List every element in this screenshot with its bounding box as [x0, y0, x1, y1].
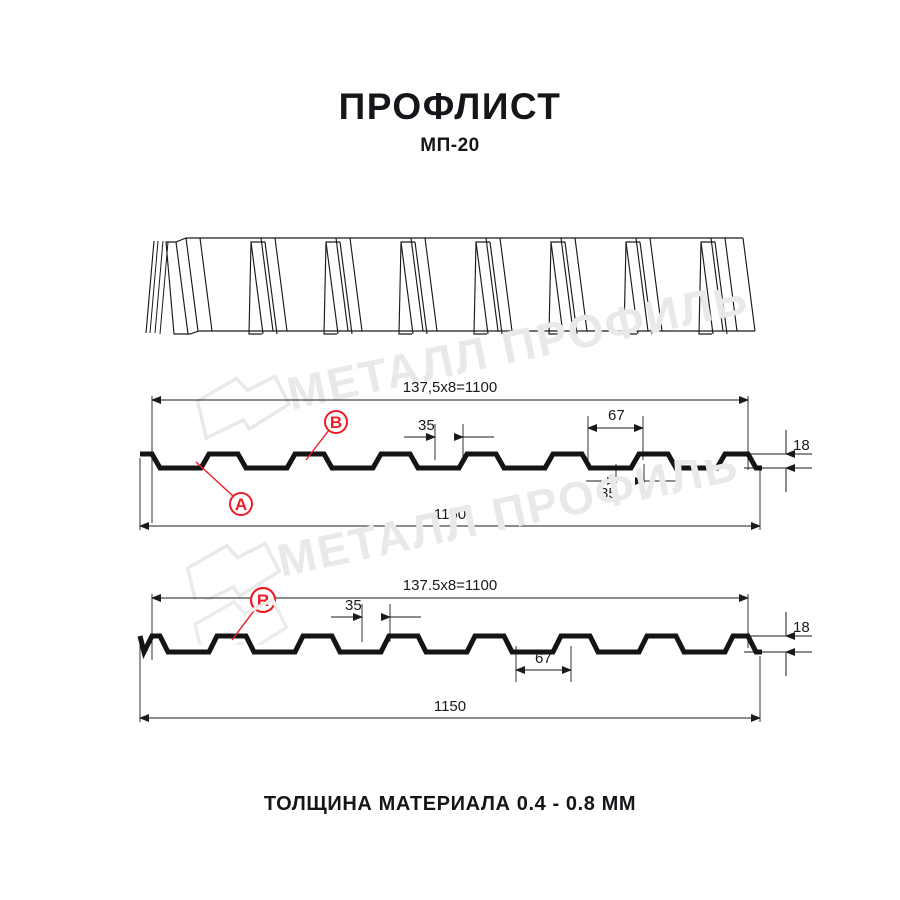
- callout-label-r: R: [257, 591, 269, 610]
- dim-height-top: 18: [793, 437, 810, 454]
- dim-rib-top-top: 35: [418, 417, 435, 434]
- callout-b: B: [305, 410, 348, 461]
- section-bottom: 137.5x8=1100 1150 18 35 67 R: [137, 577, 812, 722]
- callout-label-a: A: [235, 495, 247, 514]
- dim-rib-bottom-top: 35: [600, 485, 617, 502]
- dim-pitch-total-bottom: 137.5x8=1100: [403, 577, 497, 594]
- dim-overall-width-top: 1150: [434, 506, 466, 523]
- callout-r: R: [231, 586, 277, 641]
- thickness-caption: ТОЛЩИНА МАТЕРИАЛА 0.4 - 0.8 ММ: [263, 793, 637, 815]
- dim-overall-width-bottom: 1150: [434, 698, 466, 715]
- dim-pitch-total-top: 137,5x8=1100: [403, 379, 497, 396]
- dim-rib-top-bottom: 35: [345, 597, 362, 614]
- dim-flat-width-top: 67: [608, 407, 625, 424]
- watermark-logo: [195, 374, 292, 440]
- callout-label-b: B: [330, 413, 342, 432]
- model-label: МП-20: [420, 135, 480, 156]
- isometric-view: [145, 237, 756, 335]
- page-title: ПРОФЛИСТ: [338, 86, 562, 127]
- callout-a: A: [195, 461, 253, 516]
- section-top: 137,5x8=1100 1150 18 35 67 35 A B: [139, 379, 812, 530]
- profile-outline-top: [140, 451, 762, 471]
- dim-height-bottom: 18: [793, 619, 810, 636]
